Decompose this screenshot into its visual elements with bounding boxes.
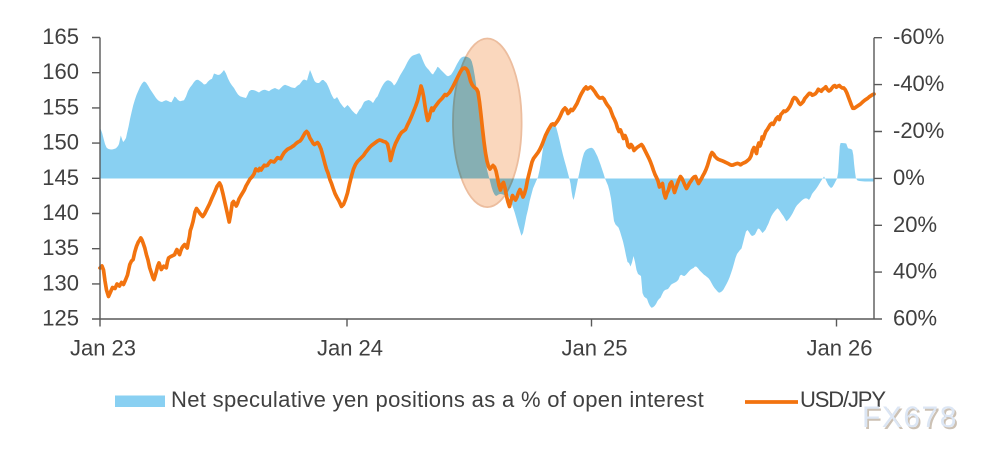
svg-text:155: 155: [42, 94, 79, 119]
svg-text:Jan 23: Jan 23: [70, 336, 136, 361]
svg-text:150: 150: [42, 130, 79, 155]
svg-text:0%: 0%: [893, 165, 925, 190]
svg-text:USD/JPY: USD/JPY: [800, 387, 886, 412]
svg-text:165: 165: [42, 24, 79, 49]
svg-text:-60%: -60%: [893, 24, 944, 49]
svg-text:60%: 60%: [893, 306, 937, 331]
svg-text:FX678: FX678: [864, 403, 960, 436]
svg-text:145: 145: [42, 165, 79, 190]
svg-text:40%: 40%: [893, 259, 937, 284]
svg-text:140: 140: [42, 200, 79, 225]
svg-text:130: 130: [42, 270, 79, 295]
svg-text:Jan 24: Jan 24: [317, 336, 383, 361]
svg-text:135: 135: [42, 235, 79, 260]
svg-text:125: 125: [42, 306, 79, 331]
svg-text:Net speculative yen positions: Net speculative yen positions as a % of …: [171, 387, 704, 412]
svg-text:FX678: FX678: [862, 401, 958, 434]
svg-text:160: 160: [42, 59, 79, 84]
svg-text:Jan 26: Jan 26: [806, 336, 872, 361]
svg-text:Jan 25: Jan 25: [561, 336, 627, 361]
svg-text:-40%: -40%: [893, 71, 944, 96]
svg-text:-20%: -20%: [893, 118, 944, 143]
svg-text:20%: 20%: [893, 212, 937, 237]
